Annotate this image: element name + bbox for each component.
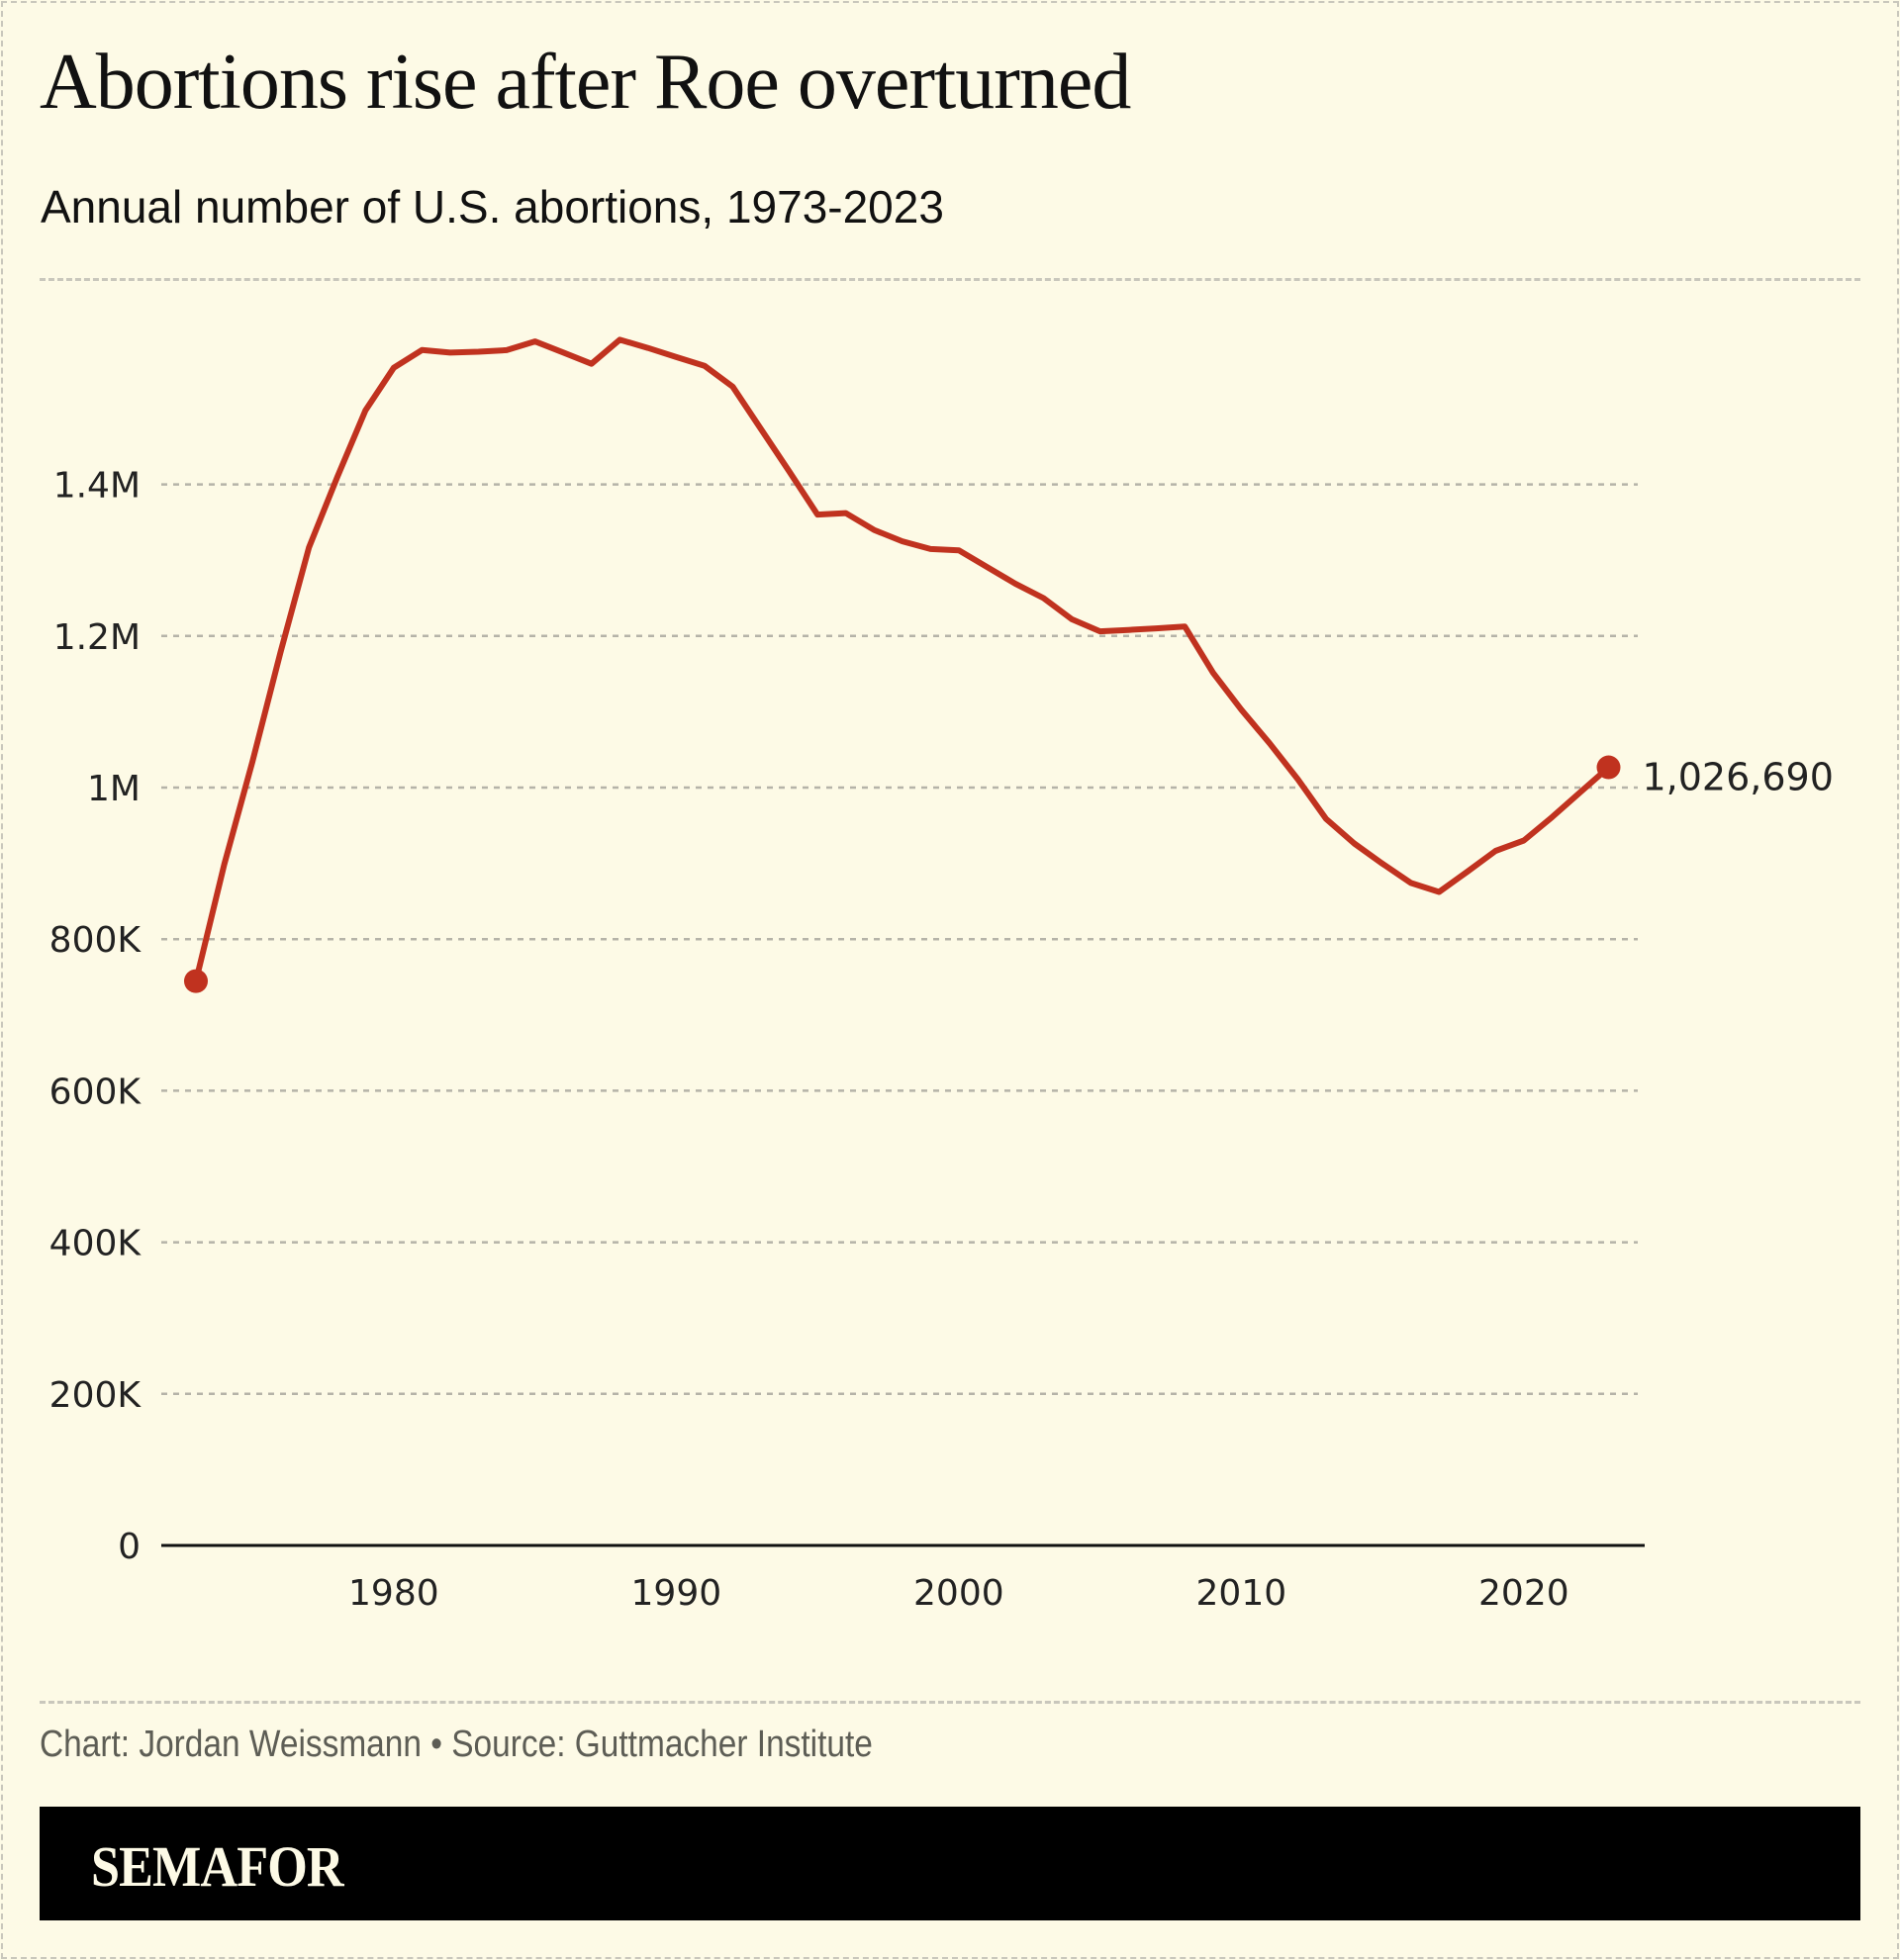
y-tick-label: 1.2M bbox=[53, 617, 141, 658]
data-line bbox=[193, 336, 1612, 984]
line-chart: 0 200K 400K 600K 800K 1M 1.2M 1.4M 1980 1990 2000 2… bbox=[49, 336, 1834, 1614]
y-tick-label: 800K bbox=[49, 920, 142, 961]
brand-bar: SEMAFOR bbox=[40, 1807, 1860, 1920]
x-tick-label: 2020 bbox=[1478, 1573, 1569, 1614]
bottom-divider bbox=[40, 1701, 1860, 1704]
x-tick-label: 1990 bbox=[631, 1573, 722, 1614]
x-tick-label: 2000 bbox=[913, 1573, 1004, 1614]
y-tick-label: 1.4M bbox=[53, 466, 141, 507]
end-point bbox=[1596, 755, 1621, 780]
y-tick-label: 400K bbox=[49, 1224, 142, 1264]
x-tick-label: 2010 bbox=[1196, 1573, 1287, 1614]
start-point bbox=[184, 969, 208, 993]
chart-credit: Chart: Jordan Weissmann • Source: Guttma… bbox=[40, 1724, 873, 1765]
x-tick-label: 1980 bbox=[348, 1573, 439, 1614]
y-tick-label: 200K bbox=[49, 1375, 142, 1416]
chart-title: Abortions rise after Roe overturned bbox=[40, 39, 1131, 126]
semafor-logo: SEMAFOR bbox=[91, 1834, 344, 1899]
y-tick-label: 1M bbox=[87, 769, 141, 809]
y-tick-label: 600K bbox=[49, 1072, 142, 1112]
top-divider bbox=[40, 278, 1860, 281]
end-value-label: 1,026,690 bbox=[1643, 756, 1834, 799]
y-tick-label: 0 bbox=[118, 1527, 141, 1567]
chart-subtitle: Annual number of U.S. abortions, 1973-20… bbox=[41, 181, 944, 233]
